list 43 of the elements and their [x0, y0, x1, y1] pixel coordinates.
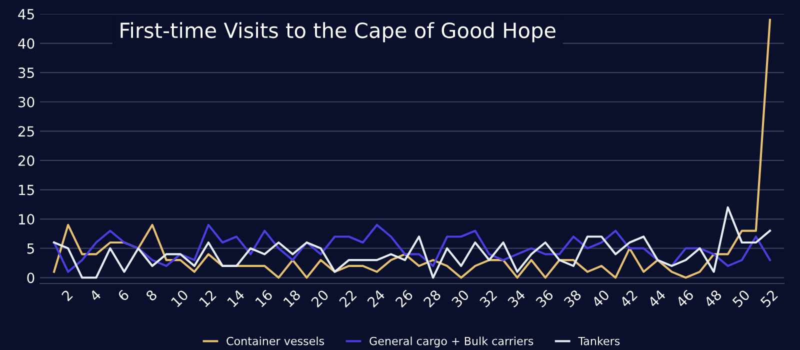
legend-label: Tankers	[578, 336, 620, 346]
x-tick-label: 12	[198, 290, 216, 308]
y-tick-label: 35	[18, 68, 34, 78]
y-tick-label: 10	[18, 214, 34, 225]
x-tick-label: 44	[647, 289, 666, 308]
x-tick-label: 52	[760, 290, 778, 308]
line-series	[52, 18, 772, 279]
x-tick-label: 24	[366, 289, 386, 308]
x-tick-label: 26	[394, 289, 414, 308]
x-tick-label: 34	[507, 289, 526, 308]
y-tick-label: 30	[18, 96, 34, 108]
y-tick-label: 0	[27, 272, 34, 284]
x-tick-label: 40	[591, 289, 610, 308]
x-tick-label: 4	[89, 289, 102, 302]
x-tick-label: 30	[451, 289, 470, 308]
x-tick-label: 2	[61, 290, 73, 302]
x-tick-label: 8	[145, 289, 158, 302]
x-tick-label: 6	[117, 289, 130, 302]
line-series	[52, 224, 772, 273]
x-tick-label: 28	[422, 289, 442, 308]
x-tick-label: 18	[282, 289, 302, 308]
x-tick-label: 48	[703, 289, 722, 308]
x-tick-label: 22	[338, 290, 357, 308]
x-tick-label: 10	[170, 289, 189, 308]
y-tick-label: 40	[18, 38, 34, 49]
y-tick-label: 20	[18, 155, 34, 166]
x-tick-label: 14	[226, 289, 245, 308]
x-tick-label: 46	[675, 289, 694, 308]
x-tick-label: 32	[479, 290, 498, 308]
y-tick-label: 45	[18, 9, 34, 20]
x-tick-label: 42	[619, 290, 638, 308]
x-tick-label: 38	[563, 289, 582, 308]
legend-label: General cargo + Bulk carriers	[370, 336, 534, 348]
x-tick-label: 20	[310, 289, 330, 308]
y-tick-label: 5	[27, 244, 34, 254]
legend-label: Container vessels	[226, 336, 324, 346]
x-tick-label: 36	[535, 289, 554, 308]
line-series	[52, 206, 772, 279]
y-tick-label: 15	[18, 184, 34, 196]
y-tick-label: 25	[18, 126, 34, 137]
x-tick-label: 50	[732, 289, 750, 308]
x-tick-label: 16	[254, 289, 274, 308]
chart-title: First-time Visits to the Cape of Good Hope	[120, 22, 556, 42]
